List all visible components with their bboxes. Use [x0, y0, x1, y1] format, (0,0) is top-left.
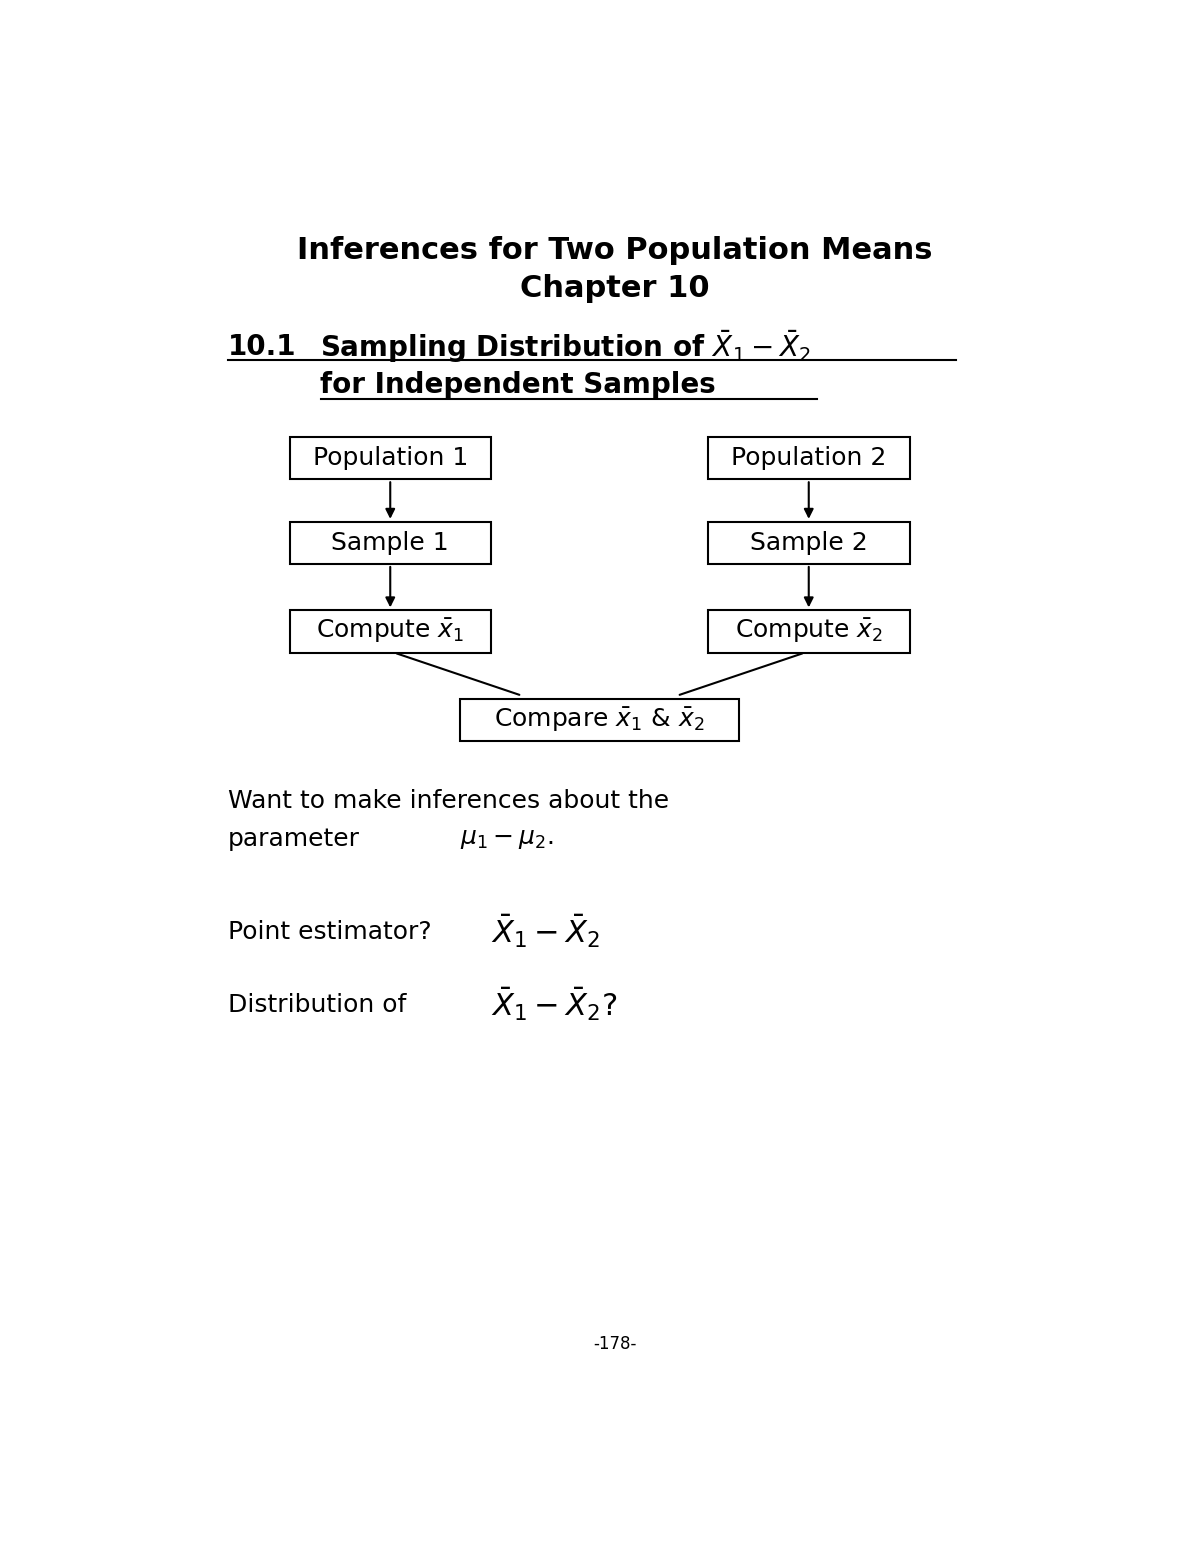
- Text: $\bar{X}_1 - \bar{X}_2$?: $\bar{X}_1 - \bar{X}_2$?: [491, 986, 617, 1023]
- Text: $\bar{X}_1 - \bar{X}_2$: $\bar{X}_1 - \bar{X}_2$: [491, 913, 600, 950]
- Text: Sampling Distribution of $\bar{X}_1 - \bar{X}_2$: Sampling Distribution of $\bar{X}_1 - \b…: [320, 328, 811, 365]
- Text: -178-: -178-: [593, 1334, 637, 1353]
- Text: Population 1: Population 1: [313, 446, 468, 471]
- Text: Inferences for Two Population Means: Inferences for Two Population Means: [298, 236, 932, 264]
- Text: Compute $\bar{x}_1$: Compute $\bar{x}_1$: [316, 618, 464, 646]
- FancyBboxPatch shape: [289, 522, 491, 564]
- FancyBboxPatch shape: [289, 436, 491, 480]
- Text: for Independent Samples: for Independent Samples: [320, 371, 716, 399]
- Text: parameter: parameter: [228, 828, 360, 851]
- Text: 10.1: 10.1: [228, 332, 296, 360]
- Text: Sample 1: Sample 1: [331, 531, 449, 554]
- FancyBboxPatch shape: [289, 610, 491, 652]
- Text: $\mu_1 - \mu_2$.: $\mu_1 - \mu_2$.: [460, 828, 553, 851]
- FancyBboxPatch shape: [708, 610, 910, 652]
- Text: Compare $\bar{x}_1$ & $\bar{x}_2$: Compare $\bar{x}_1$ & $\bar{x}_2$: [494, 707, 704, 735]
- Text: Point estimator?: Point estimator?: [228, 919, 431, 944]
- Text: Sample 2: Sample 2: [750, 531, 868, 554]
- FancyBboxPatch shape: [708, 436, 910, 480]
- Text: Compute $\bar{x}_2$: Compute $\bar{x}_2$: [734, 618, 883, 646]
- Text: Chapter 10: Chapter 10: [520, 275, 710, 303]
- Text: Population 2: Population 2: [731, 446, 887, 471]
- Text: Want to make inferences about the: Want to make inferences about the: [228, 789, 668, 812]
- FancyBboxPatch shape: [460, 699, 739, 741]
- Text: Distribution of: Distribution of: [228, 992, 406, 1017]
- FancyBboxPatch shape: [708, 522, 910, 564]
